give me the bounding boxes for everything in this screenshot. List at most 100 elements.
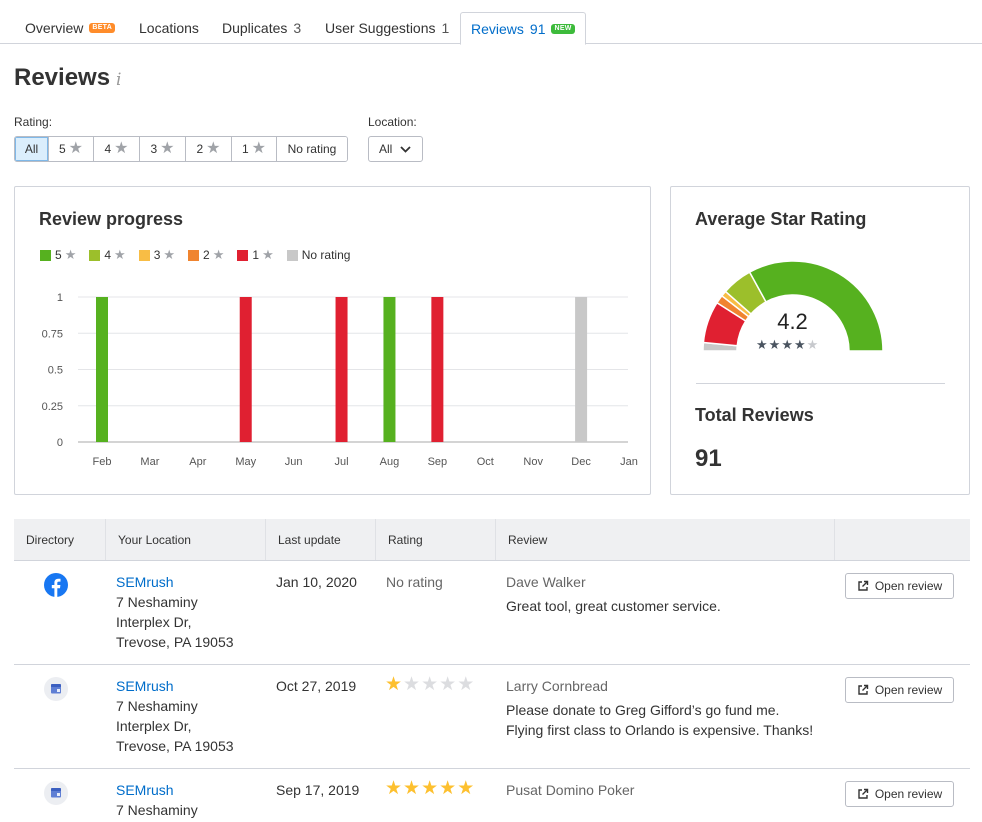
address-line: 7 Neshaminy xyxy=(116,594,198,610)
rating-filter-all[interactable]: All xyxy=(15,137,49,161)
legend-item-2[interactable]: 2 ★ xyxy=(188,247,224,263)
external-link-icon xyxy=(858,580,869,591)
tab-count: 91 xyxy=(529,20,546,37)
rating-filter-no-rating[interactable]: No rating xyxy=(277,137,347,161)
legend-label: 5 xyxy=(55,248,62,262)
address-line: 7 Neshaminy xyxy=(116,698,198,714)
review-progress-card: Review progress 5 ★ 4 ★ 3 ★ 2 ★ 1 ★ No rating… xyxy=(14,186,651,495)
bar-5-feb[interactable] xyxy=(96,297,108,442)
x-tick-label: Apr xyxy=(189,456,206,468)
tab-label: Reviews xyxy=(471,20,524,37)
rating-gauge xyxy=(702,260,884,352)
tab-label: Overview xyxy=(25,20,84,36)
average-rating-value: 4.2 xyxy=(777,309,808,334)
location-link[interactable]: SEMrush xyxy=(116,574,174,590)
bar-1-sep[interactable] xyxy=(431,297,444,442)
star-icon: ★ xyxy=(114,140,129,157)
star-icon: ★ xyxy=(806,337,820,352)
tab-label: Duplicates xyxy=(222,20,288,36)
rating-option-label: 4 xyxy=(104,142,112,156)
bar-no-rating-dec[interactable] xyxy=(575,297,588,442)
legend-item-no-rating[interactable]: No rating xyxy=(286,248,351,262)
star-icon: ★ xyxy=(212,247,225,262)
average-rating-stars: ★★★★★ xyxy=(756,337,819,353)
x-tick-label: Jul xyxy=(335,456,349,468)
google-my-business-icon xyxy=(44,677,68,701)
star-icon: ★ xyxy=(251,140,267,157)
open-review-button[interactable]: Open review xyxy=(845,573,954,599)
column-header-review[interactable]: Review xyxy=(496,519,835,560)
legend-swatch xyxy=(286,249,298,261)
gauge-center: 4.2 ★★★★★ xyxy=(670,187,915,387)
legend-item-5[interactable]: 5 ★ xyxy=(40,247,76,263)
legend-item-4[interactable]: 4 ★ xyxy=(89,247,126,263)
column-header-directory[interactable]: Directory xyxy=(14,519,106,560)
star-icon: ★ xyxy=(421,674,440,695)
star-icon: ★ xyxy=(457,778,476,799)
column-header-last-update[interactable]: Last update xyxy=(266,519,376,560)
y-tick-label: 0.75 xyxy=(42,328,63,340)
bar-1-jul[interactable] xyxy=(335,297,348,442)
table-row: SEMrush 7 Neshaminy Interplex Dr, Trevos… xyxy=(14,561,970,665)
bar-5-aug[interactable] xyxy=(383,297,396,442)
tab-bar: Overview BETA Locations Duplicates 3 Use… xyxy=(0,0,982,45)
x-tick-label: Feb xyxy=(93,456,112,468)
star-icon: ★ xyxy=(439,674,458,695)
legend-item-3[interactable]: 3 ★ xyxy=(138,247,175,263)
average-rating-card: Average Star Rating 4.2 ★★★★★ Total Revi… xyxy=(670,186,970,495)
review-text: Great tool, great customer service. xyxy=(506,598,721,614)
x-tick-label: May xyxy=(235,456,256,468)
address-line: Trevose, PA 19053 xyxy=(116,634,234,650)
chevron-down-icon xyxy=(400,145,411,153)
location-select[interactable]: All xyxy=(368,136,423,162)
legend-item-1[interactable]: 1 ★ xyxy=(237,247,274,263)
rating-filter-3[interactable]: 3 ★ xyxy=(140,137,186,161)
open-review-button[interactable]: Open review xyxy=(845,781,954,807)
tab-label: Locations xyxy=(139,20,199,36)
review-author: Dave Walker xyxy=(506,574,586,590)
tab-overview[interactable]: Overview BETA xyxy=(25,12,116,44)
facebook-icon xyxy=(44,573,68,597)
tab-reviews[interactable]: Reviews 91 NEW xyxy=(460,12,586,45)
open-review-label: Open review xyxy=(874,683,943,697)
tab-duplicates[interactable]: Duplicates 3 xyxy=(222,12,301,44)
tab-label: User Suggestions xyxy=(325,20,436,36)
column-header-location[interactable]: Your Location xyxy=(106,519,266,560)
rating-filter-5[interactable]: 5 ★ xyxy=(49,137,94,161)
rating-option-label: 3 xyxy=(150,142,158,156)
legend-label: 1 xyxy=(252,248,260,262)
address-line: Interplex Dr, xyxy=(116,614,192,630)
total-reviews-title: Total Reviews xyxy=(695,405,814,425)
legend-label: No rating xyxy=(301,248,351,262)
rating-filter-label: Rating: xyxy=(14,115,53,129)
rating-filter-4[interactable]: 4 ★ xyxy=(94,137,140,161)
location-select-value: All xyxy=(379,142,393,156)
rating-text: No rating xyxy=(386,574,443,590)
open-review-button[interactable]: Open review xyxy=(845,677,954,703)
star-icon: ★ xyxy=(385,778,404,799)
open-review-label: Open review xyxy=(874,579,943,593)
location-link[interactable]: SEMrush xyxy=(116,782,174,798)
table-row: SEMrush 7 Neshaminy Interplex Dr, Trevos… xyxy=(14,665,970,769)
location-link[interactable]: SEMrush xyxy=(116,678,174,694)
rating-filter-1[interactable]: 1 ★ xyxy=(232,137,277,161)
total-reviews-value: 91 xyxy=(695,445,722,472)
column-header-rating[interactable]: Rating xyxy=(376,519,496,560)
info-icon[interactable]: i xyxy=(116,70,122,90)
address-line: Interplex Dr, xyxy=(116,718,192,734)
rating-filter-2[interactable]: 2 ★ xyxy=(186,137,232,161)
star-icon: ★ xyxy=(403,674,422,695)
tab-count: 3 xyxy=(293,20,302,36)
x-tick-label: Jun xyxy=(285,456,303,468)
last-update: Jan 10, 2020 xyxy=(276,574,357,590)
google-my-business-icon xyxy=(44,781,68,805)
tab-user-suggestions[interactable]: User Suggestions 1 xyxy=(325,12,449,44)
legend-swatch xyxy=(237,249,249,261)
star-icon: ★ xyxy=(206,140,221,157)
star-icon: ★ xyxy=(781,337,794,352)
rating-option-label: 1 xyxy=(241,142,249,156)
tab-locations[interactable]: Locations xyxy=(139,12,199,44)
x-tick-label: Aug xyxy=(380,456,400,468)
x-tick-label: Dec xyxy=(571,456,591,468)
bar-1-may[interactable] xyxy=(239,297,252,442)
